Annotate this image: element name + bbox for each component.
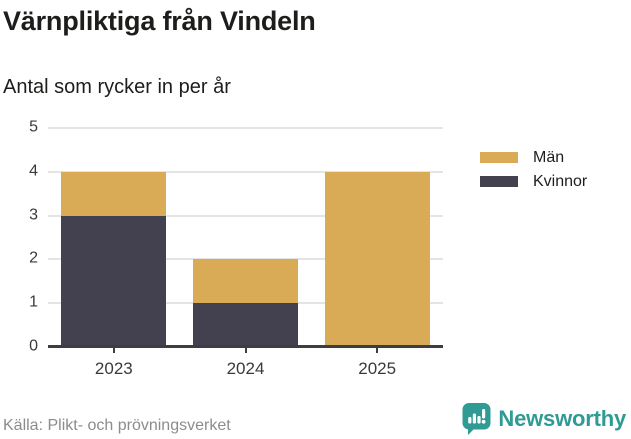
legend-item-kvinnor: Kvinnor — [480, 172, 587, 191]
legend-item-män: Män — [480, 148, 587, 167]
legend-swatch-kvinnor — [480, 176, 518, 187]
x-axis-line — [48, 345, 443, 348]
newsworthy-logo-link[interactable]: Newsworthy — [462, 402, 626, 435]
chart-title: Värnpliktiga från Vindeln — [3, 6, 316, 36]
gridline-y4 — [48, 170, 443, 173]
newsworthy-wordmark: Newsworthy — [498, 405, 626, 431]
x-tick-2025 — [376, 347, 379, 353]
chart-subtitle: Antal som rycker in per år — [3, 76, 231, 98]
x-tick-label-2023: 2023 — [94, 359, 133, 378]
x-tick-2024 — [244, 347, 247, 353]
newsworthy-bubble-chart-icon — [462, 403, 491, 435]
x-tick-label-2024: 2024 — [226, 359, 265, 378]
legend-label-män: Män — [533, 148, 565, 166]
x-tick-label-2025: 2025 — [358, 359, 397, 378]
legend-swatch-män — [480, 152, 518, 163]
bar-2025-män — [324, 171, 430, 347]
legend-label-kvinnor: Kvinnor — [533, 172, 588, 190]
y-tick-label-4: 4 — [29, 162, 38, 180]
bar-2023-män — [61, 171, 167, 216]
bar-2024-kvinnor — [193, 303, 298, 347]
legend: Män Kvinnor — [480, 148, 587, 191]
source-text: Källa: Plikt- och prövningsverket — [3, 417, 231, 434]
bar-2023-kvinnor — [61, 215, 167, 347]
bar-2024-män — [193, 259, 298, 304]
y-tick-label-1: 1 — [29, 293, 38, 311]
gridline-y5 — [48, 127, 443, 129]
y-tick-label-5: 5 — [29, 118, 38, 136]
y-tick-label-2: 2 — [29, 250, 38, 268]
plot-area: 0 1 2 3 4 5 2023 2024 2025 — [29, 119, 443, 378]
gridline-y3 — [48, 214, 443, 217]
gridline-y2 — [48, 258, 443, 261]
x-tick-2023 — [112, 347, 115, 353]
y-tick-label-0: 0 — [29, 337, 38, 355]
y-tick-label-3: 3 — [29, 206, 38, 224]
